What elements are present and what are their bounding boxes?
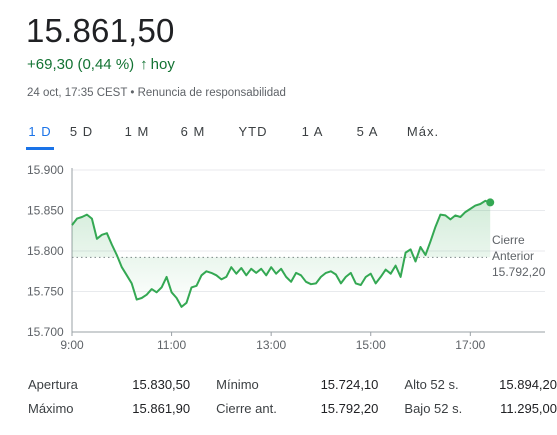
tab-1m[interactable]: 1 M <box>124 124 150 139</box>
change-period: hoy <box>150 56 175 73</box>
stats-row: Máximo 15.861,90 Cierre ant. 15.792,20 Bajo … <box>28 396 557 420</box>
y-tick-label: 15.800 <box>27 244 64 258</box>
tab-1d[interactable]: 1 D <box>26 120 54 150</box>
stats-table: Apertura 15.830,50 Mínimo 15.724,10 Alto 52 … <box>28 372 557 420</box>
x-tick-label: 13:00 <box>256 338 286 352</box>
separator: • <box>130 87 135 99</box>
disclaimer-link[interactable]: Renuncia de responsabilidad <box>137 87 286 99</box>
series-line <box>71 199 491 308</box>
y-tick-label: 15.700 <box>27 325 64 339</box>
tab-ytd[interactable]: YTD <box>238 124 268 139</box>
previous-close-label: Anterior <box>492 249 534 263</box>
stat-label: Bajo 52 s. <box>404 400 463 416</box>
tab-5a[interactable]: 5 A <box>356 124 379 139</box>
quote-meta: 24 oct, 17:35 CEST • Renuncia de respons… <box>27 87 286 99</box>
stat-label: Máximo <box>28 400 74 416</box>
price-change: +69,30 (0,44 %) ↑ hoy <box>27 56 175 73</box>
stat-value: 15.830,50 <box>132 376 191 392</box>
stat-label: Alto 52 s. <box>404 376 459 392</box>
arrow-up-icon: ↑ <box>140 56 148 73</box>
stat-label: Apertura <box>28 376 78 392</box>
x-tick-label: 15:00 <box>356 338 386 352</box>
tab-6m[interactable]: 6 M <box>180 124 206 139</box>
series-area <box>72 200 491 307</box>
y-tick-label: 15.900 <box>27 163 64 177</box>
last-point-marker <box>486 198 495 207</box>
previous-close-value: 15.792,20 <box>492 265 546 279</box>
y-tick-label: 15.850 <box>27 204 64 218</box>
stat-value: 15.724,10 <box>320 376 379 392</box>
stat-value: 15.894,20 <box>499 376 557 392</box>
timestamp: 24 oct, 17:35 CEST <box>27 87 128 99</box>
tab-1a[interactable]: 1 A <box>301 124 324 139</box>
tab-max[interactable]: Máx. <box>406 124 440 139</box>
stat-label: Cierre ant. <box>216 400 277 416</box>
change-value: +69,30 (0,44 %) <box>27 56 135 73</box>
stat-label: Mínimo <box>216 376 259 392</box>
stat-value: 11.295,00 <box>500 400 557 416</box>
tab-5d[interactable]: 5 D <box>69 124 94 139</box>
range-tabs: 1 D 5 D 1 M 6 M YTD 1 A 5 A Máx. <box>26 120 451 150</box>
x-tick-label: 17:00 <box>455 338 485 352</box>
y-tick-label: 15.750 <box>27 285 64 299</box>
stat-value: 15.861,90 <box>132 400 191 416</box>
stat-value: 15.792,20 <box>320 400 379 416</box>
x-tick-label: 11:00 <box>157 338 186 352</box>
current-price: 15.861,50 <box>26 12 175 49</box>
x-tick-label: 9:00 <box>60 338 84 352</box>
stats-row: Apertura 15.830,50 Mínimo 15.724,10 Alto 52 … <box>28 372 557 396</box>
previous-close-label: Cierre <box>492 233 525 247</box>
